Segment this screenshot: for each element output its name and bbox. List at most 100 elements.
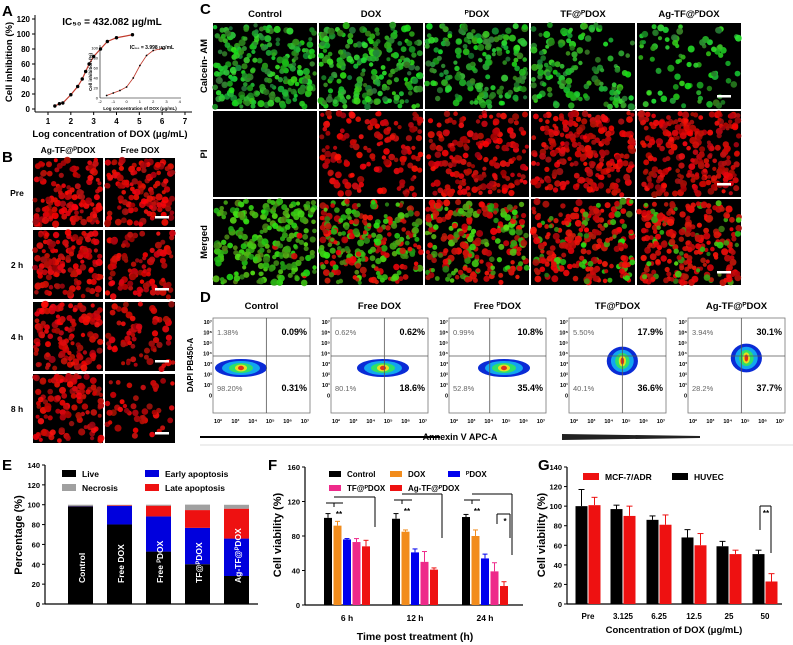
cell [516, 246, 522, 252]
cell [683, 118, 688, 123]
cell [432, 190, 438, 196]
cell [91, 230, 99, 237]
cell [415, 218, 423, 226]
cell [641, 30, 649, 38]
cell [111, 159, 118, 166]
inset-point [125, 86, 128, 88]
flow-y-tick: 10¹ [560, 382, 568, 389]
cell [48, 307, 56, 315]
cell [285, 98, 292, 105]
cell [267, 99, 275, 107]
cell [477, 43, 485, 51]
cell [694, 190, 702, 197]
cell [593, 22, 599, 28]
cell [734, 70, 741, 77]
cell [215, 259, 222, 267]
cell [565, 51, 571, 56]
cell [212, 25, 218, 30]
cell [702, 168, 708, 173]
cell [326, 96, 333, 103]
cell [369, 255, 376, 262]
cell [272, 52, 276, 57]
cell [707, 174, 712, 179]
cell [392, 273, 400, 281]
cell [337, 29, 344, 37]
cell [580, 224, 586, 229]
cell [302, 52, 310, 60]
cell [543, 31, 551, 38]
cell [213, 243, 220, 250]
cell [161, 203, 167, 209]
cell [638, 55, 644, 60]
cell [673, 119, 679, 125]
stacked-bar-necrosis [185, 504, 210, 511]
cell [531, 160, 537, 166]
flow-x-tick: 10⁴ [604, 419, 613, 425]
cell [605, 188, 611, 194]
cell [501, 74, 509, 82]
cell [655, 68, 662, 74]
cell [475, 141, 480, 146]
cell [303, 246, 309, 252]
cell [356, 151, 363, 159]
cell [38, 161, 44, 167]
cell [92, 391, 97, 396]
cell [366, 147, 372, 153]
inset-point [132, 77, 135, 79]
cell [620, 103, 626, 109]
cell [322, 48, 328, 53]
cell [604, 202, 611, 209]
cell [436, 122, 442, 128]
cell [79, 264, 87, 271]
cell [505, 56, 511, 62]
cell [575, 199, 583, 207]
cell [291, 50, 297, 56]
cell [469, 243, 476, 251]
cell [434, 202, 442, 209]
cell [554, 149, 559, 154]
cell [482, 30, 490, 38]
cell [245, 248, 250, 253]
cell [133, 362, 138, 367]
cell [462, 242, 469, 250]
cell [32, 197, 38, 203]
cell [707, 129, 714, 136]
cell [224, 30, 232, 37]
scale-bar [155, 432, 169, 435]
cell [223, 69, 230, 76]
cell [332, 99, 338, 105]
cell [618, 161, 624, 168]
cell [120, 341, 127, 348]
cell [325, 223, 332, 230]
cell [616, 226, 623, 233]
cell [71, 245, 76, 250]
cell [539, 266, 546, 273]
quadrant-lr: 0.31% [281, 383, 307, 393]
cell [71, 321, 77, 327]
cell [74, 210, 79, 216]
cell [303, 228, 309, 233]
cell [398, 91, 404, 97]
cell [146, 271, 151, 277]
cell [572, 275, 579, 282]
cell [133, 170, 138, 175]
cell [441, 160, 449, 167]
cell [216, 212, 221, 217]
cell [463, 145, 470, 151]
flow-x-tick: 10² [450, 418, 458, 425]
cell [373, 238, 378, 243]
cell [723, 217, 729, 223]
cell [47, 388, 53, 395]
cell [513, 85, 520, 93]
cell [451, 247, 459, 255]
cell [560, 185, 566, 191]
cell [389, 242, 397, 250]
cell [367, 214, 374, 221]
cell [679, 211, 686, 218]
cell [657, 169, 663, 175]
cell [512, 94, 519, 101]
cell [44, 289, 50, 296]
cell [95, 177, 100, 182]
flow-y-tick: 10⁵ [678, 341, 687, 347]
